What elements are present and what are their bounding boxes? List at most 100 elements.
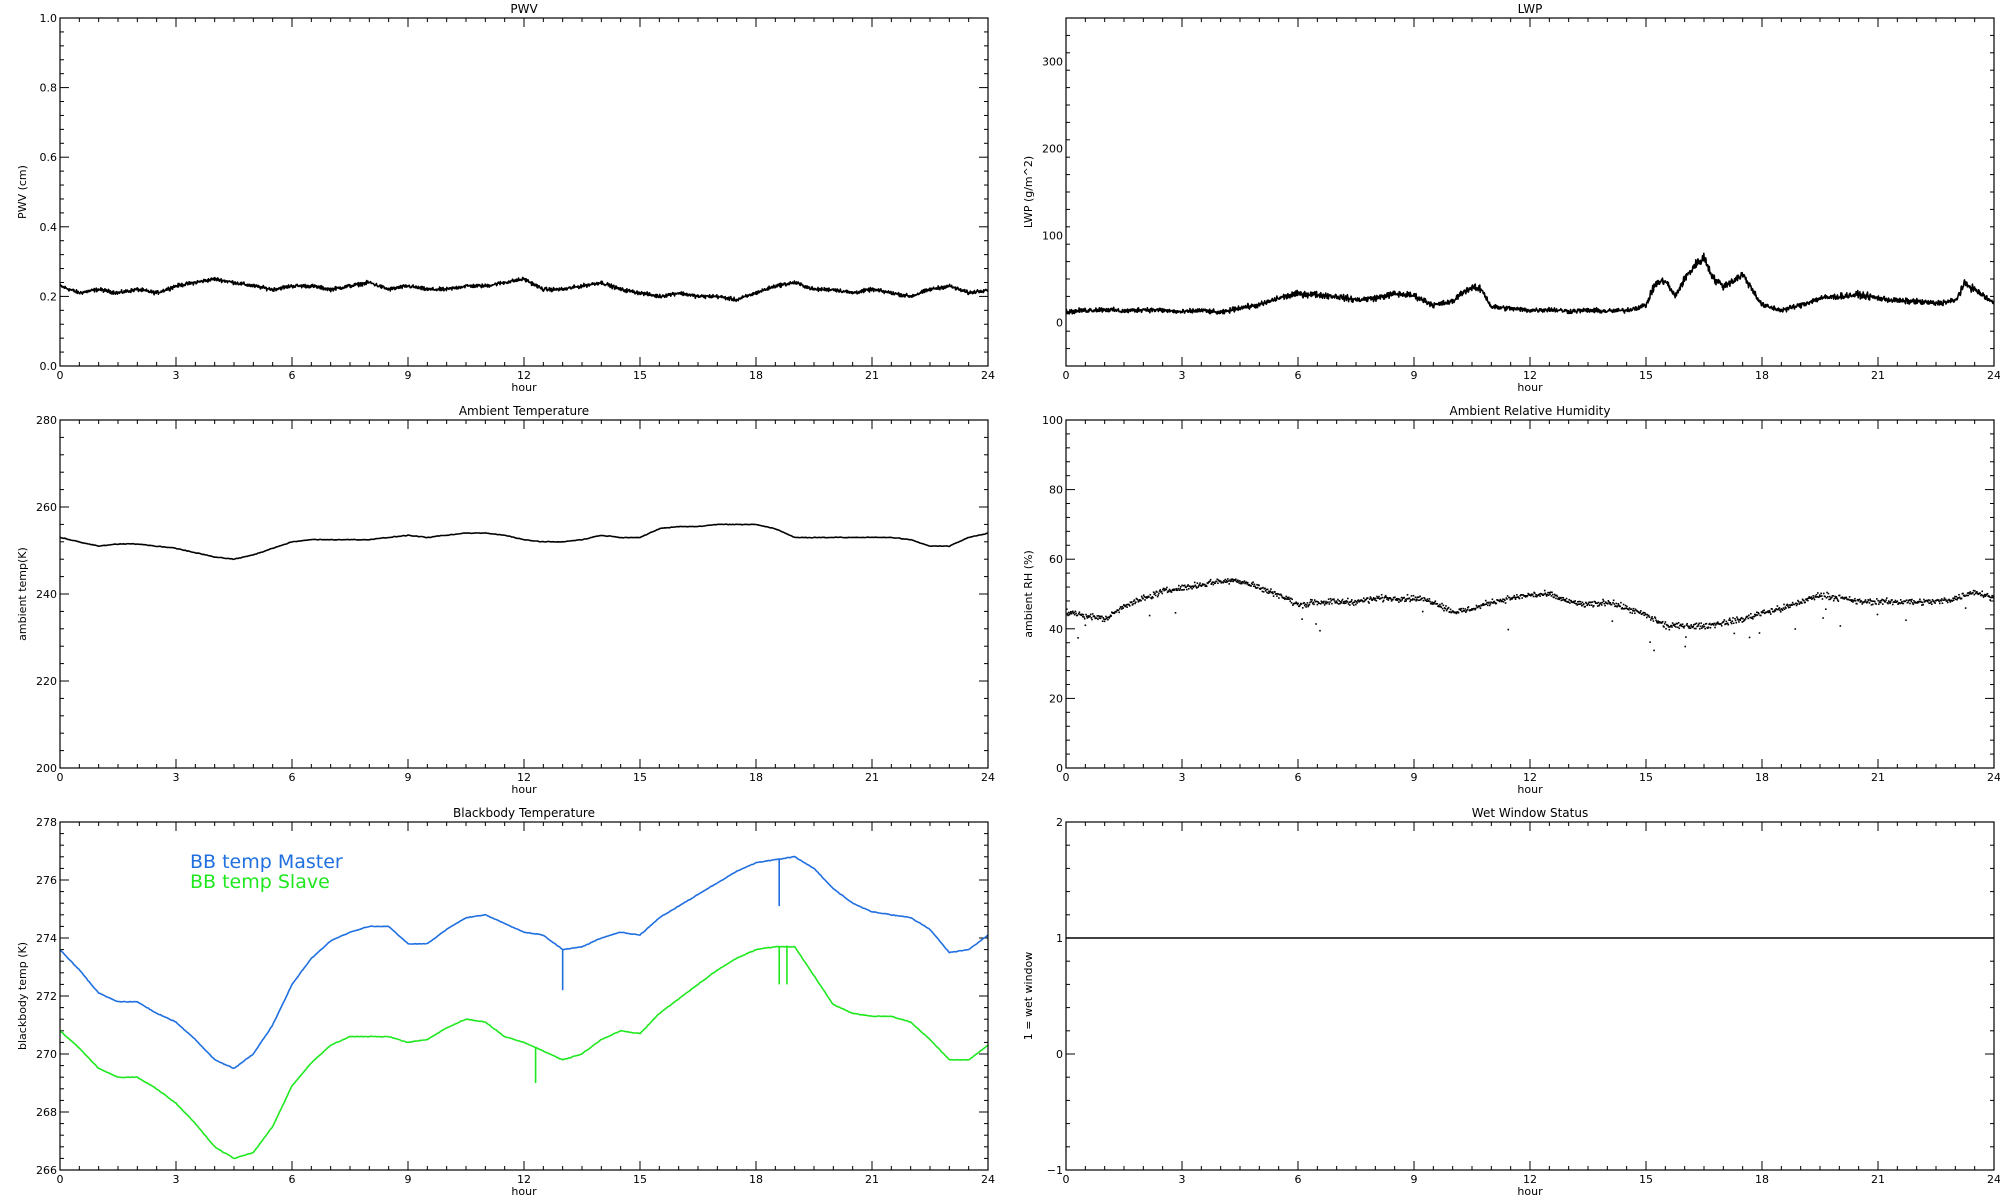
y-tick-label: 40 bbox=[1049, 623, 1063, 636]
data-point bbox=[1944, 598, 1947, 601]
data-point bbox=[1262, 591, 1265, 593]
data-point bbox=[1632, 609, 1634, 612]
data-point bbox=[1808, 596, 1810, 598]
data-point bbox=[1192, 586, 1195, 589]
panel-title: LWP bbox=[1518, 2, 1543, 16]
data-point bbox=[1126, 606, 1128, 608]
y-tick-label: 0.4 bbox=[40, 221, 58, 234]
data-point bbox=[1417, 599, 1419, 602]
data-point bbox=[1864, 600, 1866, 603]
x-tick-label: 6 bbox=[289, 369, 296, 382]
data-point bbox=[1530, 594, 1532, 597]
data-point bbox=[1577, 600, 1579, 603]
data-point bbox=[1644, 611, 1646, 614]
data-point bbox=[1937, 599, 1940, 601]
data-point bbox=[1105, 615, 1107, 618]
y-tick-label: 0.2 bbox=[40, 290, 58, 303]
data-point bbox=[1740, 616, 1743, 619]
data-point bbox=[1067, 614, 1069, 617]
data-point bbox=[1762, 610, 1764, 612]
data-point bbox=[1756, 614, 1759, 616]
data-point bbox=[1430, 603, 1433, 605]
data-point bbox=[1754, 615, 1757, 617]
data-point bbox=[1432, 601, 1435, 604]
data-point bbox=[1549, 591, 1552, 594]
data-point bbox=[1916, 602, 1919, 604]
data-point bbox=[1779, 611, 1782, 613]
data-point bbox=[1697, 624, 1700, 626]
data-point bbox=[1132, 600, 1135, 603]
data-point bbox=[1655, 620, 1658, 623]
data-point bbox=[1817, 592, 1819, 594]
data-point bbox=[1452, 610, 1455, 613]
data-point bbox=[1720, 623, 1722, 625]
data-point bbox=[1685, 636, 1687, 638]
data-point bbox=[1667, 626, 1670, 628]
data-point bbox=[1608, 601, 1610, 603]
data-point bbox=[1132, 603, 1134, 605]
data-point bbox=[1392, 598, 1394, 601]
data-point bbox=[1606, 602, 1609, 605]
data-point bbox=[1459, 608, 1461, 610]
data-point bbox=[1146, 597, 1148, 599]
data-point bbox=[1429, 600, 1431, 603]
data-point bbox=[1639, 611, 1641, 614]
data-point bbox=[1330, 599, 1333, 602]
data-point bbox=[1457, 611, 1460, 614]
data-point bbox=[1930, 601, 1932, 603]
data-point bbox=[1134, 601, 1137, 603]
data-point bbox=[1914, 601, 1917, 603]
data-point bbox=[1121, 608, 1123, 610]
data-point bbox=[1495, 602, 1498, 605]
data-point bbox=[1331, 602, 1333, 605]
data-point bbox=[1955, 595, 1958, 598]
data-point bbox=[1148, 596, 1150, 598]
data-point bbox=[1076, 614, 1079, 617]
x-tick-label: 3 bbox=[173, 369, 180, 382]
data-point bbox=[1211, 582, 1213, 584]
data-point bbox=[1638, 611, 1640, 614]
data-point bbox=[1318, 602, 1321, 605]
data-point bbox=[1292, 604, 1294, 606]
data-point bbox=[1604, 601, 1607, 604]
data-point bbox=[1919, 598, 1921, 601]
data-point bbox=[1869, 598, 1871, 601]
data-point bbox=[1210, 583, 1213, 585]
data-point bbox=[1732, 617, 1734, 619]
y-tick-label: 200 bbox=[1042, 143, 1063, 156]
data-point bbox=[1250, 585, 1252, 587]
data-point bbox=[1152, 591, 1155, 593]
data-point bbox=[1160, 590, 1163, 593]
x-tick-label: 24 bbox=[981, 771, 995, 784]
data-point bbox=[1150, 597, 1153, 600]
data-point bbox=[1069, 611, 1072, 613]
data-point bbox=[1295, 601, 1297, 604]
data-point bbox=[1810, 596, 1812, 598]
data-point bbox=[1204, 585, 1207, 588]
data-point bbox=[1351, 599, 1353, 601]
data-point bbox=[1681, 625, 1683, 628]
data-point bbox=[1319, 629, 1321, 632]
data-point bbox=[1108, 617, 1111, 619]
data-point bbox=[1607, 600, 1610, 602]
data-point bbox=[1077, 637, 1079, 639]
data-point bbox=[1760, 614, 1762, 617]
data-point bbox=[1316, 603, 1319, 606]
data-point bbox=[1988, 596, 1991, 598]
data-point bbox=[1414, 598, 1416, 601]
data-point bbox=[1821, 598, 1824, 600]
data-point bbox=[1700, 622, 1702, 624]
data-point bbox=[1982, 594, 1984, 597]
data-point bbox=[1158, 592, 1160, 595]
data-point bbox=[1618, 604, 1620, 607]
data-point bbox=[1594, 600, 1596, 603]
data-point bbox=[1878, 601, 1881, 604]
data-point bbox=[1087, 615, 1089, 617]
data-point bbox=[1868, 599, 1870, 602]
data-point bbox=[1157, 594, 1160, 596]
data-point bbox=[1677, 621, 1680, 624]
data-point bbox=[1829, 598, 1832, 600]
data-point bbox=[1927, 600, 1929, 603]
data-point bbox=[1097, 618, 1099, 621]
data-point bbox=[1827, 592, 1830, 595]
